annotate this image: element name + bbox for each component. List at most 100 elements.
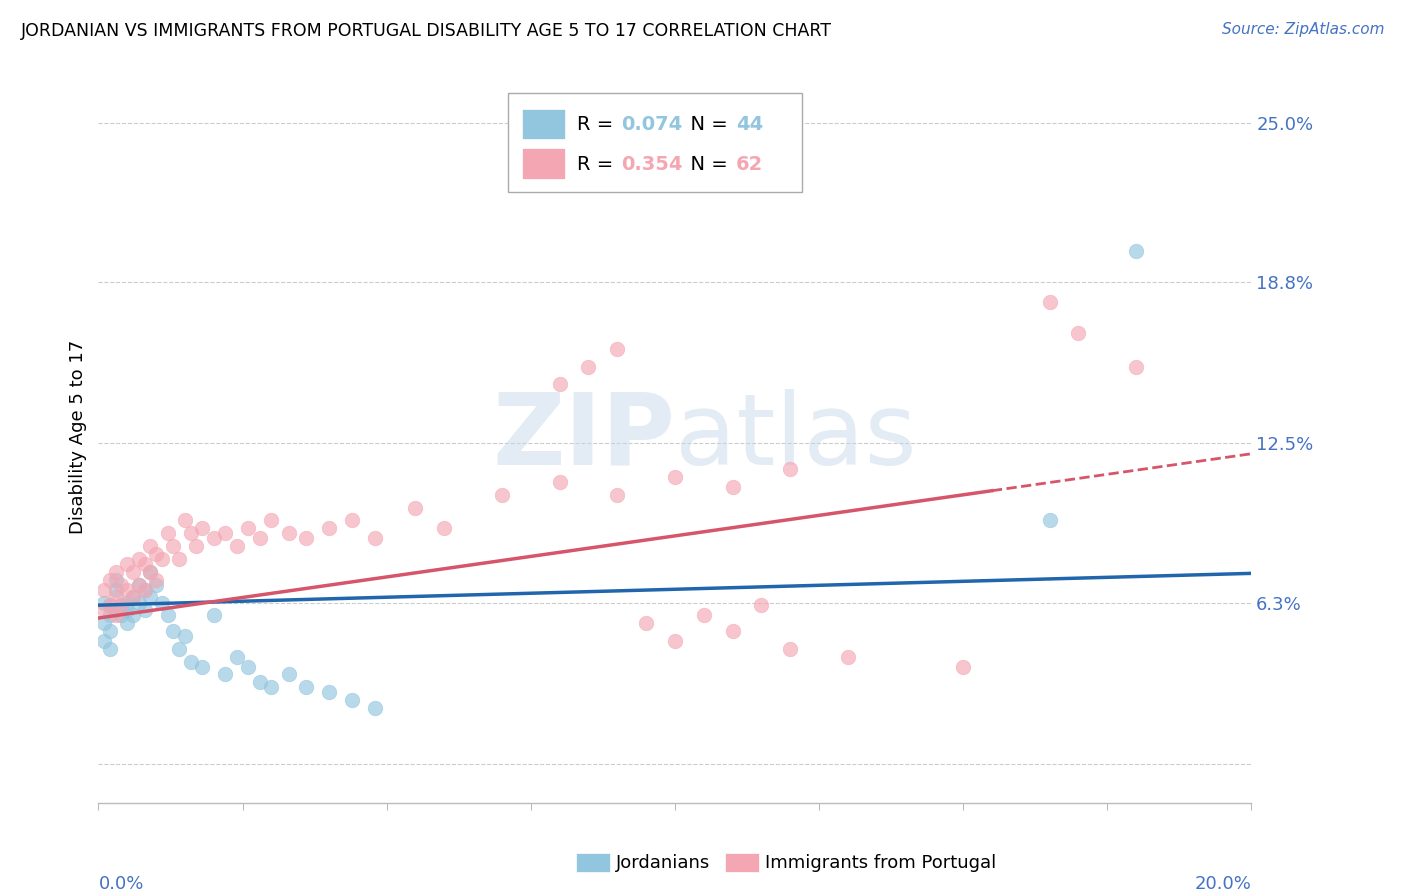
Point — [93, 596, 115, 610]
Text: 0.074: 0.074 — [620, 114, 682, 134]
Point — [150, 552, 173, 566]
Point — [110, 598, 132, 612]
Point — [249, 532, 271, 546]
Point — [225, 539, 247, 553]
Point — [405, 500, 427, 515]
Point — [145, 547, 167, 561]
Point — [721, 624, 744, 638]
Text: 20.0%: 20.0% — [1195, 875, 1251, 892]
Point — [318, 521, 340, 535]
Point — [202, 532, 225, 546]
Point — [174, 629, 197, 643]
Point — [167, 641, 190, 656]
Point — [225, 649, 247, 664]
Text: 44: 44 — [735, 114, 763, 134]
Point — [98, 573, 121, 587]
Point — [548, 475, 571, 489]
Point — [98, 641, 121, 656]
Point — [122, 608, 145, 623]
Point — [134, 557, 156, 571]
Point — [1125, 359, 1147, 374]
Point — [93, 616, 115, 631]
Point — [134, 603, 156, 617]
Point — [1125, 244, 1147, 258]
Point — [693, 608, 716, 623]
Point — [1039, 514, 1062, 528]
FancyBboxPatch shape — [522, 109, 565, 139]
Point — [145, 577, 167, 591]
Point — [128, 596, 150, 610]
Point — [779, 641, 801, 656]
Point — [139, 539, 162, 553]
Text: N =: N = — [678, 154, 734, 174]
Text: R =: R = — [576, 154, 620, 174]
Point — [98, 598, 121, 612]
Point — [93, 634, 115, 648]
Text: R =: R = — [576, 114, 620, 134]
FancyBboxPatch shape — [508, 94, 801, 192]
Point — [93, 582, 115, 597]
Point — [139, 565, 162, 579]
Point — [134, 582, 156, 597]
Point — [664, 470, 686, 484]
Point — [491, 488, 513, 502]
Point — [186, 539, 208, 553]
Text: Immigrants from Portugal: Immigrants from Portugal — [765, 854, 995, 871]
Point — [277, 667, 299, 681]
Point — [606, 488, 628, 502]
Point — [117, 603, 139, 617]
Point — [636, 616, 658, 631]
Point — [122, 565, 145, 579]
Text: Source: ZipAtlas.com: Source: ZipAtlas.com — [1222, 22, 1385, 37]
Point — [1067, 326, 1090, 340]
Text: ZIP: ZIP — [492, 389, 675, 485]
Point — [128, 552, 150, 566]
Point — [139, 565, 162, 579]
Point — [779, 462, 801, 476]
Point — [128, 577, 150, 591]
Point — [260, 514, 283, 528]
Text: 0.354: 0.354 — [620, 154, 682, 174]
Point — [214, 526, 236, 541]
Point — [578, 359, 600, 374]
FancyBboxPatch shape — [522, 148, 565, 179]
Point — [122, 591, 145, 605]
Point — [104, 582, 127, 597]
Y-axis label: Disability Age 5 to 17: Disability Age 5 to 17 — [69, 340, 87, 534]
Point — [548, 377, 571, 392]
Text: N =: N = — [678, 114, 734, 134]
Point — [202, 608, 225, 623]
Point — [104, 573, 127, 587]
Point — [1039, 295, 1062, 310]
Point — [721, 480, 744, 494]
Point — [295, 681, 318, 695]
Text: 0.0%: 0.0% — [98, 875, 143, 892]
Point — [98, 598, 121, 612]
Point — [191, 521, 214, 535]
Point — [128, 577, 150, 591]
Point — [110, 608, 132, 623]
Point — [110, 577, 132, 591]
Point — [98, 624, 121, 638]
Point — [167, 552, 190, 566]
Text: JORDANIAN VS IMMIGRANTS FROM PORTUGAL DISABILITY AGE 5 TO 17 CORRELATION CHART: JORDANIAN VS IMMIGRANTS FROM PORTUGAL DI… — [21, 22, 832, 40]
Point — [174, 514, 197, 528]
Point — [134, 582, 156, 597]
Point — [238, 521, 260, 535]
Point — [340, 514, 363, 528]
Point — [139, 591, 162, 605]
Point — [606, 342, 628, 356]
Point — [260, 681, 283, 695]
Point — [340, 693, 363, 707]
Point — [180, 655, 202, 669]
Point — [98, 608, 121, 623]
Point — [104, 591, 127, 605]
Point — [145, 573, 167, 587]
Point — [277, 526, 299, 541]
Point — [104, 603, 127, 617]
Text: Jordanians: Jordanians — [616, 854, 710, 871]
Point — [156, 526, 179, 541]
Point — [214, 667, 236, 681]
Point — [837, 649, 859, 664]
Point — [318, 685, 340, 699]
